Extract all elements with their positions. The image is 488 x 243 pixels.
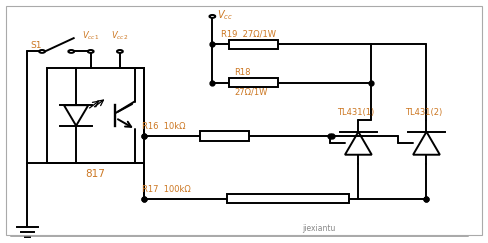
Text: R17  100kΩ: R17 100kΩ [142, 184, 190, 193]
Text: S1: S1 [30, 41, 41, 50]
Text: R18: R18 [234, 68, 251, 77]
Text: jiexiantu: jiexiantu [303, 224, 336, 233]
Text: TL431(1): TL431(1) [337, 108, 375, 117]
Text: $V_{cc}$: $V_{cc}$ [217, 8, 233, 22]
Circle shape [39, 50, 45, 53]
Text: TL431(2): TL431(2) [406, 108, 443, 117]
Circle shape [68, 50, 74, 53]
Bar [229, 78, 278, 87]
Circle shape [117, 50, 123, 53]
Circle shape [209, 15, 215, 18]
Circle shape [88, 50, 94, 53]
Bar [47, 68, 144, 163]
Text: R19  27Ω/1W: R19 27Ω/1W [222, 29, 276, 38]
Bar [200, 131, 249, 141]
Text: $V_{cc2}$: $V_{cc2}$ [111, 29, 128, 42]
Text: $V_{cc1}$: $V_{cc1}$ [82, 29, 100, 42]
Text: 817: 817 [86, 169, 105, 179]
Text: 27Ω/1W: 27Ω/1W [234, 87, 267, 96]
Text: R16  10kΩ: R16 10kΩ [142, 122, 185, 131]
Bar [229, 40, 278, 49]
Bar [227, 194, 348, 203]
